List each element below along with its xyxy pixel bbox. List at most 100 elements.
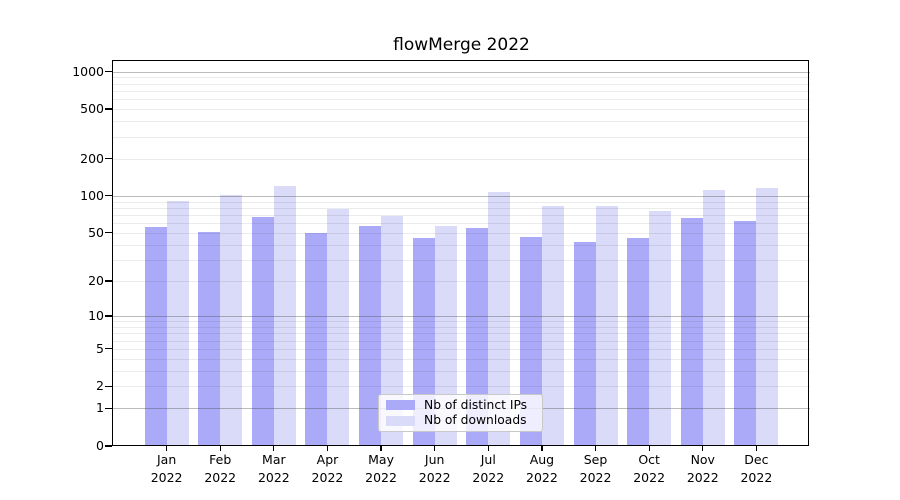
y-tick-mark [105, 385, 112, 388]
y-tick-mark [105, 157, 112, 160]
y-tick-label: 5 [96, 340, 104, 356]
y-tick-label: 200 [80, 150, 104, 166]
legend-item-downloads: Nb of downloads [386, 413, 534, 428]
x-tick-mark [648, 446, 650, 451]
x-tick-label: Aug 2022 [526, 452, 558, 485]
y-tick-mark [105, 70, 112, 73]
gridline-minor [113, 201, 810, 203]
y-tick-label: 0 [96, 438, 104, 453]
x-tick-mark [219, 446, 221, 451]
gridline-minor [113, 340, 810, 342]
y-tick-label: 10 [88, 308, 104, 324]
gridline-minor [113, 333, 810, 335]
bar-distinct-ips [251, 216, 274, 446]
y-tick-mark [105, 108, 112, 110]
gridline-major [113, 71, 810, 73]
gridline-minor [113, 158, 810, 160]
gridline-minor [113, 232, 810, 234]
legend-label-distinct-ips: Nb of distinct IPs [424, 397, 528, 412]
bar-downloads [541, 205, 564, 446]
y-tick-label: 500 [80, 101, 104, 117]
bar-downloads [166, 200, 189, 446]
bar-distinct-ips [519, 237, 542, 446]
bar-downloads [649, 210, 672, 446]
x-tick-label: Mar 2022 [257, 452, 290, 485]
legend-swatch-distinct-ips-icon [386, 400, 415, 411]
x-tick-mark [434, 446, 436, 451]
gridline-minor [113, 259, 810, 261]
legend-swatch-downloads-icon [386, 415, 415, 426]
y-tick-mark [105, 315, 112, 317]
x-tick-label: Nov 2022 [686, 452, 719, 485]
bar-downloads [327, 209, 350, 446]
gridline-minor [113, 321, 810, 323]
gridline-major [113, 195, 810, 197]
x-tick-mark [326, 446, 329, 451]
bar-distinct-ips [680, 218, 703, 446]
x-tick-mark [702, 446, 704, 451]
x-tick-label: Feb 2022 [204, 452, 237, 485]
gridline-minor [113, 136, 810, 138]
bar-downloads [220, 195, 243, 446]
gridline-minor [113, 348, 810, 350]
gridline-minor [113, 223, 810, 225]
bar-downloads [273, 185, 296, 446]
gridline-major [113, 316, 810, 318]
y-tick-mark [105, 280, 112, 282]
gridline-minor [113, 370, 810, 372]
gridline-minor [113, 326, 810, 328]
x-tick-mark [541, 446, 543, 451]
gridline-minor [113, 386, 810, 388]
gridline-minor [113, 244, 810, 246]
gridline-minor [113, 280, 810, 282]
bar-distinct-ips [627, 238, 650, 446]
x-tick-label: Jul 2022 [472, 452, 505, 485]
bar-downloads [488, 191, 511, 446]
x-tick-mark [166, 446, 168, 451]
legend: Nb of distinct IPs Nb of downloads [378, 394, 543, 432]
y-tick-mark [105, 232, 112, 234]
x-tick-label: Jun 2022 [418, 452, 451, 485]
bar-distinct-ips [144, 226, 167, 446]
bar-downloads [381, 215, 404, 446]
bar-distinct-ips [573, 242, 596, 446]
x-tick-mark [755, 446, 757, 451]
gridline-minor [113, 121, 810, 123]
x-tick-mark [487, 446, 489, 451]
y-tick-label: 100 [80, 187, 104, 203]
y-tick-label: 1000 [72, 63, 104, 79]
x-tick-label: Dec 2022 [740, 452, 773, 485]
gridline-minor [113, 99, 810, 101]
bar-distinct-ips [734, 220, 757, 446]
gridline-minor [113, 214, 810, 216]
x-tick-label: May 2022 [365, 452, 397, 485]
legend-item-distinct-ips: Nb of distinct IPs [386, 398, 534, 413]
chart-title: flowMerge 2022 [393, 35, 530, 55]
x-tick-label: Apr 2022 [311, 452, 344, 485]
gridline-minor [113, 358, 810, 360]
y-tick-mark [105, 195, 112, 197]
gridline-minor [113, 207, 810, 209]
gridline-minor [113, 77, 810, 79]
bar-distinct-ips [359, 225, 382, 446]
x-tick-mark [594, 446, 597, 451]
bar-distinct-ips [198, 231, 221, 446]
bar-distinct-ips [466, 227, 489, 446]
y-tick-mark [105, 348, 112, 350]
gridline-minor [113, 109, 810, 111]
x-tick-label: Jan 2022 [150, 452, 183, 485]
y-tick-label: 2 [96, 378, 104, 394]
x-tick-label: Oct 2022 [633, 452, 666, 485]
y-tick-mark [105, 407, 112, 410]
bar-downloads [595, 205, 618, 446]
y-tick-label: 50 [88, 224, 104, 240]
x-tick-label: Sep 2022 [579, 452, 612, 485]
y-tick-label: 20 [88, 272, 104, 288]
bar-downloads [756, 188, 779, 446]
gridline-minor [113, 83, 810, 85]
gridline-minor [113, 90, 810, 92]
y-tick-label: 1 [96, 400, 104, 416]
